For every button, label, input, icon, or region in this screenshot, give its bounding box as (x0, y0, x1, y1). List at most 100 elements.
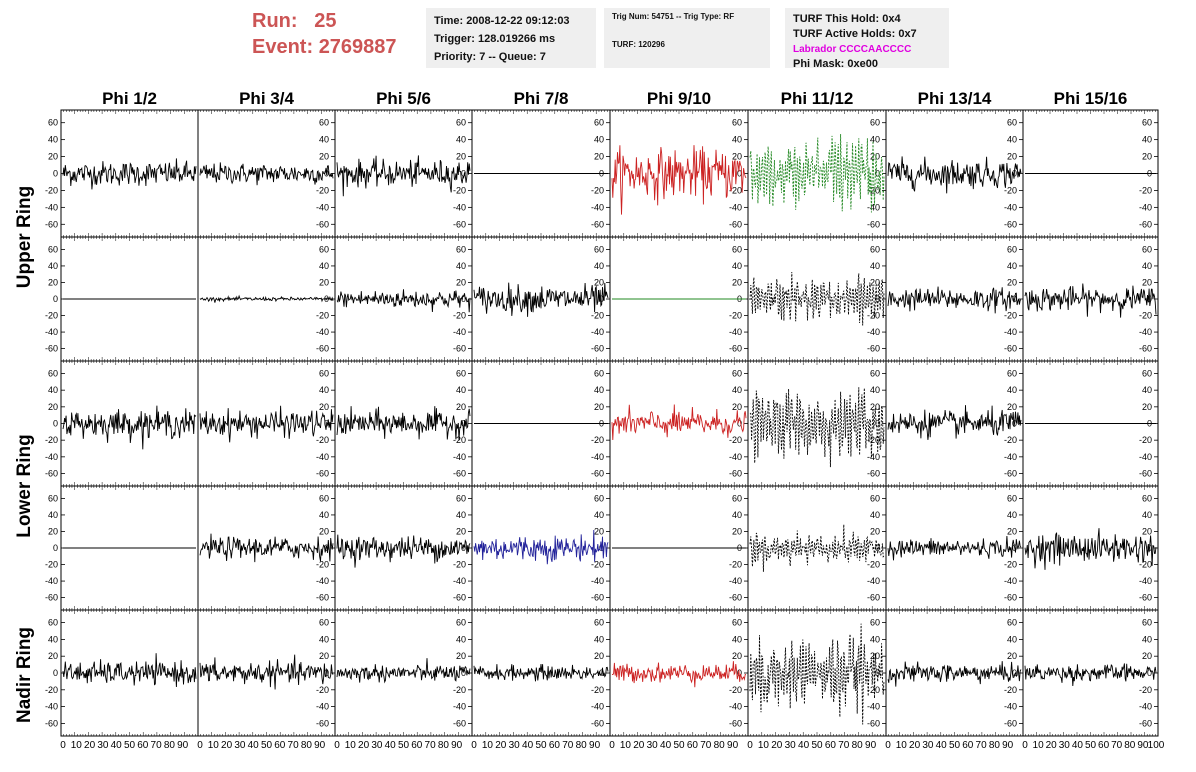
y-tick-label: -60 (453, 718, 466, 728)
x-tick-label: 70 (1111, 740, 1123, 751)
y-tick-label: -20 (316, 311, 329, 321)
x-tick-label: 10 (758, 740, 770, 751)
turf-this-hold-text: TURF This Hold: 0x4 (793, 13, 901, 25)
y-tick-label: 60 (594, 244, 604, 254)
x-tick-label: 50 (949, 740, 961, 751)
waveform-grid: Phi 1/2 Phi 3/4 Phi 5/6 Phi 7/8 Phi 9/10 Phi … (14, 89, 1165, 751)
x-tick-label: 10 (620, 740, 632, 751)
y-tick-label: -20 (1139, 311, 1152, 321)
y-tick-label: -20 (867, 185, 880, 195)
waveform-r2-c2 (199, 294, 334, 303)
x-tick-label: 30 (647, 740, 659, 751)
y-tick-label: 20 (456, 526, 466, 536)
x-tick-label: 10 (482, 740, 494, 751)
y-tick-label: -60 (1139, 219, 1152, 229)
x-tick-label: 70 (425, 740, 437, 751)
x-tick-label: 80 (1124, 740, 1136, 751)
x-tick-label: 10 (896, 740, 908, 751)
y-tick-label: -60 (867, 593, 880, 603)
y-tick-label: -60 (1004, 469, 1017, 479)
column-title-7: Phi 13/14 (918, 89, 992, 108)
y-tick-label: -60 (867, 469, 880, 479)
y-tick-label: 20 (732, 152, 742, 162)
y-tick-label: 20 (48, 526, 58, 536)
x-tick-label: 50 (811, 740, 823, 751)
x-tick-label: 90 (727, 740, 739, 751)
y-tick-label: -40 (729, 452, 742, 462)
y-tick-label: 0 (53, 543, 58, 553)
y-tick-label: -20 (867, 311, 880, 321)
y-tick-label: -20 (1004, 435, 1017, 445)
y-tick-label: 20 (870, 526, 880, 536)
x-tick-label: 60 (137, 740, 149, 751)
x-tick-label: 40 (248, 740, 260, 751)
y-tick-label: 40 (732, 510, 742, 520)
x-tick-label: 60 (549, 740, 561, 751)
x-tick-label: 60 (687, 740, 699, 751)
x-tick-label: 10 (71, 740, 83, 751)
y-tick-label: 40 (870, 135, 880, 145)
y-tick-label: 40 (870, 261, 880, 271)
y-tick-label: 60 (319, 118, 329, 128)
y-tick-label: 40 (594, 135, 604, 145)
y-tick-label: 0 (53, 419, 58, 429)
x-tick-label: 30 (234, 740, 246, 751)
y-tick-label: -40 (45, 202, 58, 212)
x-tick-label: 30 (1059, 740, 1071, 751)
y-tick-label: 0 (1012, 668, 1017, 678)
y-tick-label: -60 (1139, 718, 1152, 728)
waveform-r5-c1 (62, 653, 197, 688)
y-tick-label: -40 (591, 702, 604, 712)
y-tick-label: 40 (48, 510, 58, 520)
y-tick-label: -60 (316, 593, 329, 603)
x-tick-label: 20 (633, 740, 645, 751)
x-tick-label: 20 (909, 740, 921, 751)
waveform-r4-c3 (336, 534, 471, 568)
y-tick-label: 0 (53, 169, 58, 179)
run-event-box: Run: 25 Event: 2769887 (252, 8, 397, 60)
y-tick-label: 40 (1142, 634, 1152, 644)
y-tick-label: 40 (594, 634, 604, 644)
x-tick-label: 20 (495, 740, 507, 751)
run-label: Run: (252, 10, 298, 32)
y-tick-label: -40 (453, 702, 466, 712)
waveform-r2-c3 (336, 289, 471, 313)
y-tick-label: -60 (867, 718, 880, 728)
y-tick-label: -60 (45, 469, 58, 479)
x-tick-label: 10 (208, 740, 220, 751)
run-value: 25 (314, 10, 337, 32)
y-tick-label: -60 (1004, 718, 1017, 728)
y-tick-label: 20 (48, 277, 58, 287)
y-tick-label: 20 (732, 651, 742, 661)
y-tick-label: -20 (453, 685, 466, 695)
event-header: Run: 25 Event: 2769887 Time: 2008-12-22 … (0, 0, 1196, 80)
y-tick-label: 60 (870, 369, 880, 379)
y-tick-label: 40 (732, 135, 742, 145)
x-tick-label: 50 (1085, 740, 1097, 751)
y-tick-label: 60 (1007, 618, 1017, 628)
y-tick-label: -40 (453, 576, 466, 586)
x-tick-label: 0 (885, 740, 891, 751)
y-tick-label: -60 (591, 344, 604, 354)
y-tick-label: 0 (599, 294, 604, 304)
y-tick-label: 40 (594, 385, 604, 395)
y-tick-label: -60 (316, 219, 329, 229)
trigger-text: Trigger: 128.019266 ms (434, 33, 556, 45)
waveform-r5-c4 (473, 664, 609, 682)
y-tick-label: -60 (591, 593, 604, 603)
waveform-r4-c6 (749, 524, 885, 572)
y-tick-label: 20 (48, 152, 58, 162)
x-tick-label: 70 (151, 740, 163, 751)
y-tick-label: 20 (1142, 402, 1152, 412)
y-tick-label: 0 (461, 294, 466, 304)
y-tick-label: 0 (875, 169, 880, 179)
y-tick-label: 60 (1142, 244, 1152, 254)
y-tick-label: -20 (453, 560, 466, 570)
x-tick-label: 80 (576, 740, 588, 751)
y-tick-label: -20 (1139, 560, 1152, 570)
x-tick-label: 70 (700, 740, 712, 751)
y-tick-label: 60 (870, 118, 880, 128)
x-tick-label: 100 (1148, 740, 1165, 751)
y-tick-label: 60 (1007, 369, 1017, 379)
x-tick-label: 80 (438, 740, 450, 751)
